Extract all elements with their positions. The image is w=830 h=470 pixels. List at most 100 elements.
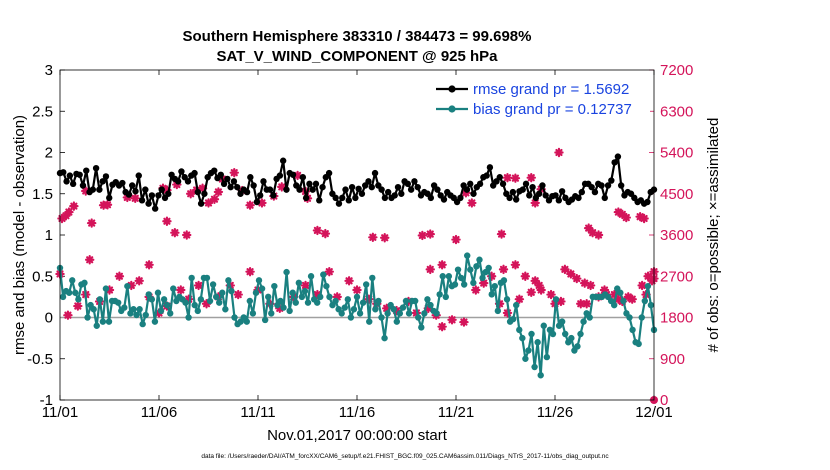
rmse-point xyxy=(601,194,608,202)
obs-possible-marker xyxy=(514,294,525,304)
bias-point xyxy=(219,289,226,296)
rmse-point xyxy=(296,186,303,193)
bias-point xyxy=(372,306,379,313)
rmse-point xyxy=(201,190,208,197)
obs-assimilated-marker xyxy=(639,213,649,224)
rmse-point xyxy=(243,188,251,196)
plot-frame xyxy=(59,69,655,401)
rmse-point xyxy=(125,191,133,198)
obs-assimilated-marker xyxy=(102,200,113,210)
bias-point xyxy=(255,277,263,284)
rmse-point xyxy=(174,178,182,185)
rmse-point xyxy=(158,186,165,193)
obs-assimilated-marker xyxy=(185,189,196,199)
rmse-point xyxy=(427,194,435,202)
rmse-point xyxy=(89,186,97,193)
rmse-point xyxy=(191,169,198,177)
bias-point xyxy=(390,306,397,313)
obs-assimilated-marker xyxy=(467,198,477,208)
bias-point xyxy=(206,297,214,305)
obs-assimilated-marker xyxy=(437,260,447,270)
x-tick-label: 11/01 xyxy=(42,404,78,421)
bias-point xyxy=(451,281,459,288)
bias-point xyxy=(531,363,538,371)
bias-point xyxy=(185,314,192,321)
bias-point xyxy=(442,293,449,301)
y2-tick-label: 4500 xyxy=(660,186,693,203)
bias-point xyxy=(647,301,655,309)
bias-point xyxy=(494,307,502,315)
y-tick-label: 3 xyxy=(45,62,53,79)
bias-point xyxy=(424,296,431,303)
legend: rmse grand pr = 1.5692 bias grand pr = 0… xyxy=(432,75,650,121)
bias-point xyxy=(191,301,198,309)
x-tick-label: 11/11 xyxy=(240,404,275,421)
bias-point xyxy=(258,285,266,292)
rmse-point xyxy=(476,180,484,188)
rmse-point xyxy=(552,192,559,199)
obs-assimilated-marker xyxy=(213,187,224,197)
obs-assimilated-marker xyxy=(229,167,239,178)
rmse-point xyxy=(358,190,366,197)
obs-possible-marker xyxy=(245,266,255,277)
bias-point xyxy=(393,318,401,325)
obs-assimilated-marker xyxy=(496,229,507,239)
y-tick-label: 0.5 xyxy=(32,268,53,285)
bias-point xyxy=(228,287,235,295)
bias-point xyxy=(69,277,76,284)
obs-assimilated-marker xyxy=(245,200,255,210)
rmse-point xyxy=(184,178,192,185)
bias-series xyxy=(56,252,658,379)
bias-point xyxy=(133,311,140,319)
bias-point xyxy=(283,268,290,276)
obs-assimilated-marker xyxy=(637,280,647,291)
rmse-point xyxy=(526,192,533,199)
rmse-point xyxy=(148,192,156,199)
bias-point xyxy=(280,304,287,311)
rmse-point xyxy=(608,177,615,184)
rmse-point xyxy=(335,200,343,207)
rmse-point xyxy=(332,194,339,202)
bias-point xyxy=(580,318,587,325)
obs-possible-marker xyxy=(520,271,531,281)
rmse-point xyxy=(260,178,267,185)
bias-point xyxy=(148,296,156,303)
bias-point xyxy=(160,296,168,303)
rmse-point xyxy=(644,198,651,206)
rmse-point xyxy=(230,178,238,185)
rmse-point xyxy=(66,172,74,179)
bias-point xyxy=(467,266,474,273)
rmse-point xyxy=(92,164,100,172)
bias-point xyxy=(222,306,229,313)
bias-point xyxy=(243,318,250,325)
obs-possible-marker xyxy=(352,285,362,295)
rmse-point xyxy=(102,173,110,180)
obs-assimilated-marker xyxy=(526,173,536,183)
bias-point xyxy=(509,315,517,323)
bias-point xyxy=(476,256,483,263)
rmse-point xyxy=(145,200,152,207)
obs-possible-marker xyxy=(437,321,447,332)
rmse-point xyxy=(555,197,563,204)
bias-point xyxy=(182,299,189,306)
rmse-point xyxy=(99,178,106,185)
y-tick-label: 0 xyxy=(45,310,53,327)
bias-point xyxy=(277,297,284,305)
x-tick-label: 11/21 xyxy=(438,404,474,421)
obs-possible-marker xyxy=(623,292,633,302)
bias-point xyxy=(525,347,532,354)
bias-point xyxy=(170,285,177,292)
rmse-point xyxy=(306,180,313,188)
rmse-point xyxy=(165,190,172,197)
rmse-point xyxy=(368,183,375,191)
rmse-point xyxy=(106,194,113,202)
legend-rmse-marker xyxy=(448,85,456,93)
bias-point xyxy=(271,282,278,290)
bias-point xyxy=(375,297,382,305)
bias-point xyxy=(203,274,211,282)
rmse-point xyxy=(355,185,362,192)
bias-point xyxy=(500,277,508,284)
bias-point xyxy=(72,289,79,296)
bias-point xyxy=(415,314,422,321)
obs-assimilated-marker xyxy=(84,255,95,265)
